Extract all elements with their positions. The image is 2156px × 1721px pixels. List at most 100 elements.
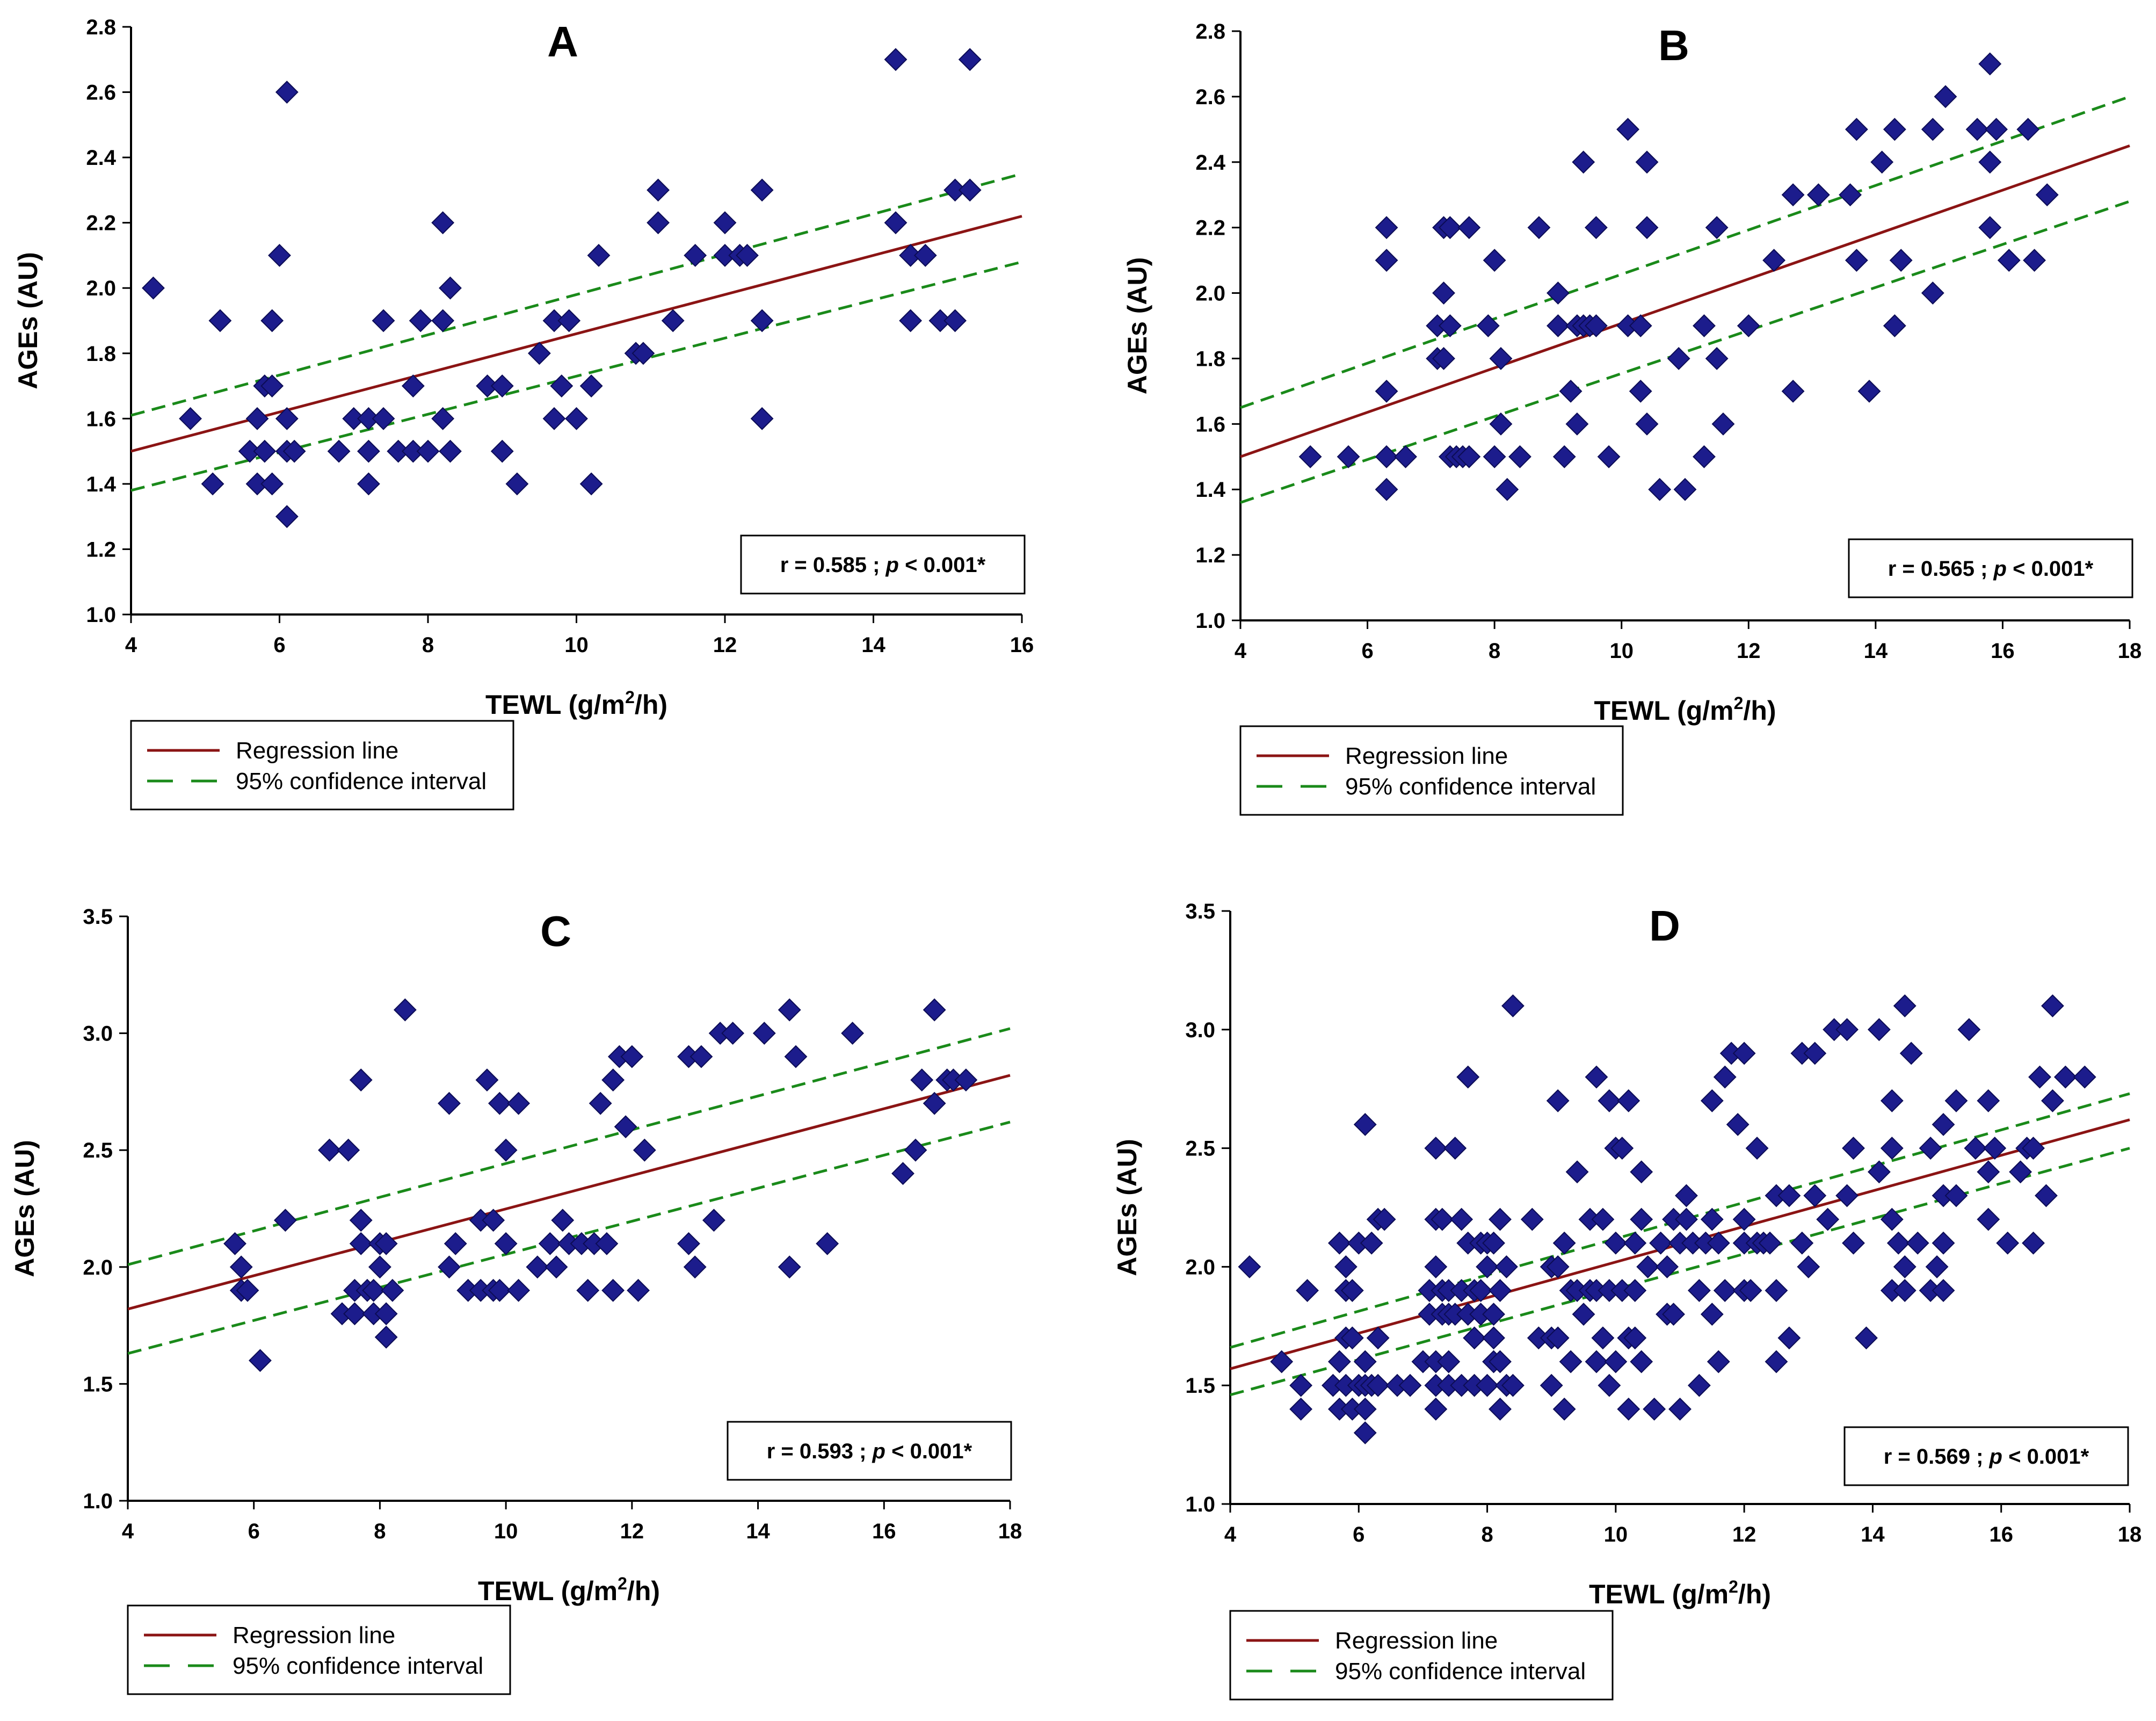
data-point [1559,379,1582,403]
y-tick-label: 3.0 [83,1022,113,1046]
y-tick-label: 1.8 [1195,347,1225,371]
data-point [647,211,670,235]
data-point [1623,1326,1647,1350]
data-point [778,1255,801,1279]
data-point [1707,1350,1730,1373]
chart-title: C [540,907,571,955]
chart-panel-d: 1.0 1.5 2.0 2.5 3.0 3.5 4 6 8 10 12 14 16 18 D AGEs (AU… [1078,859,2156,1718]
data-point [816,1232,839,1255]
data-point [784,1045,808,1068]
data-point [736,244,759,267]
data-point [1353,1397,1377,1421]
x-tick-label: 10 [1604,1523,1628,1546]
data-point [1394,445,1417,468]
y-tick-label: 1.8 [86,342,116,366]
data-point [494,1138,518,1162]
data-point [1438,314,1462,337]
data-point [631,342,655,365]
ci-upper-line [130,172,1022,417]
data-point [587,244,611,267]
data-point [1616,118,1639,141]
stats-p-symbol: p [1989,1445,2002,1469]
data-point [958,48,982,71]
data-point [1705,347,1729,370]
x-tick-label: 16 [1991,639,2015,663]
data-point [1700,1303,1724,1326]
data-point [1707,1231,1730,1255]
data-point [223,1232,246,1255]
y-tick-label: 1.5 [1185,1374,1215,1398]
data-point [1977,1160,2000,1184]
data-point [633,1138,656,1162]
data-point [1298,445,1322,468]
data-point [884,48,908,71]
data-point [1790,1231,1814,1255]
x-tick-label: 4 [1235,639,1247,663]
data-point [1762,249,1786,272]
data-point [1340,1279,1364,1302]
x-tick-label: 4 [122,1520,134,1543]
data-point [1476,1255,1499,1278]
x-axis-label: TEWL (g/m2/h) [1594,693,1776,726]
data-point [1360,1231,1383,1255]
data-point [438,1091,461,1115]
y-tick-label: 1.6 [1195,413,1225,436]
data-point [1673,478,1697,501]
data-point [1559,1350,1582,1373]
data-point [1667,347,1690,370]
y-tick-label: 2.2 [86,212,116,235]
x-axis-label: TEWL (g/m2/h) [1589,1577,1771,1609]
data-point [526,1255,549,1279]
data-point [1906,1231,1929,1255]
stats-box [1848,538,2133,598]
data-point [372,407,395,430]
stats-p-value: < 0.001* [885,1440,972,1463]
data-point [1456,1065,1480,1089]
data-point [2022,1137,2045,1160]
data-point [1546,1326,1570,1350]
x-axis-label-main: TEWL (g/m [478,1576,618,1606]
data-point [595,1232,619,1255]
x-tick-label: 6 [248,1520,260,1543]
data-point [343,1302,366,1326]
y-tick-label: 2.8 [86,16,116,39]
data-point [2073,1065,2096,1089]
data-point [1921,281,1944,305]
x-tick-label: 16 [872,1520,896,1543]
x-tick-label: 14 [746,1520,770,1543]
y-axis-label: AGEs (AU) [1112,1139,1142,1276]
data-point [1630,1160,1653,1184]
data-point [1457,216,1481,240]
y-axis-label: AGEs (AU) [13,252,43,389]
x-tick-label: 16 [1989,1523,2013,1546]
y-tick-label: 2.8 [1195,20,1225,44]
data-point [362,1278,386,1302]
data-point [614,1115,637,1139]
data-point [1662,1303,1685,1326]
data-point [1546,1255,1570,1278]
stats-box [727,1421,1012,1481]
x-tick-label: 12 [1737,639,1761,663]
data-point [1870,150,1894,174]
data-point [374,1232,398,1255]
y-tick-label: 2.6 [86,81,116,105]
x-tick-label: 18 [2118,1523,2142,1546]
data-point [1424,1137,1448,1160]
data-point [2009,1160,2032,1184]
data-point [245,407,269,430]
y-tick-label: 3.0 [1185,1018,1215,1042]
data-point [1944,1089,1968,1112]
data-point [201,472,224,496]
data-point [1482,1303,1505,1326]
data-point [1327,1350,1351,1373]
data-point [260,374,284,397]
x-axis-label-sup: 2 [625,688,635,707]
data-point [1495,1255,1518,1278]
data-point [542,407,566,430]
data-point [260,472,284,496]
data-point [1983,1137,2007,1160]
data-point [1489,1207,1512,1231]
data-point [1806,183,1830,207]
data-point [507,1278,531,1302]
data-point [1482,1231,1505,1255]
